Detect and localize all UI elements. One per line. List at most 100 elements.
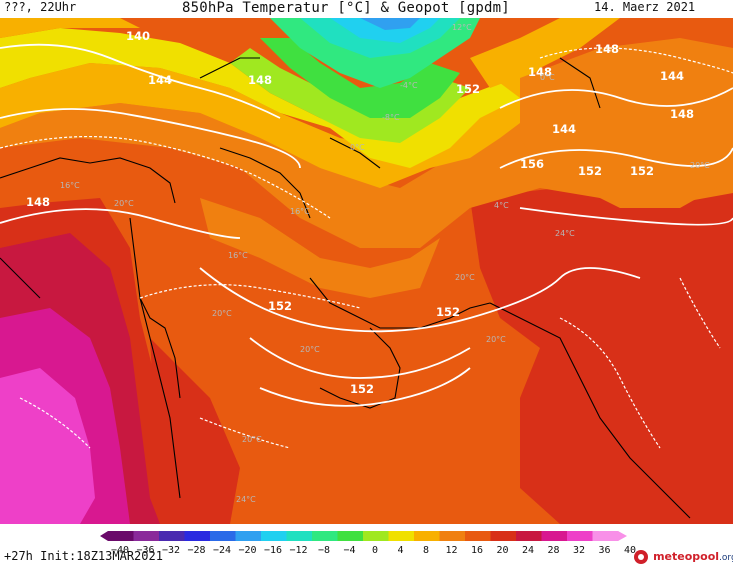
temperature-label: 16°C: [228, 251, 248, 260]
colorbar-swatch: [184, 531, 211, 541]
field-4c: [230, 48, 470, 143]
geopotential-labels: 140 144 148 148 152 144 148 152 148 148 …: [26, 29, 694, 396]
temperature-label: 20°C: [242, 435, 262, 444]
colorbar-tick-label: −28: [187, 545, 206, 556]
temperature-label: 0°C: [540, 73, 555, 82]
colorbar-tick-label: 40: [623, 545, 637, 556]
temperature-label: 20°C: [114, 199, 134, 208]
colorbar-swatch: [516, 531, 542, 541]
coastlines: [0, 57, 691, 519]
temperature-label: 20°C: [690, 161, 710, 170]
temperature-label: 16°C: [60, 181, 80, 190]
colorbar-tick-label: −4: [343, 545, 356, 556]
chart-footer: −40 −36 −32 −28 −24 −20 −16 −12 −8 −4 0 4 8 12 16 20 24 2…: [0, 524, 733, 566]
temperature-labels: -4°C 0°C -8°C 12°C 16°C 16°C 16°C 20°C 2…: [60, 23, 710, 504]
colorbar-tick-label: 16: [470, 545, 484, 556]
temperature-label: 20°C: [486, 335, 506, 344]
temperature-label: 20°C: [212, 309, 232, 318]
weather-map: 140 144 148 148 152 144 148 152 148 148 …: [0, 18, 733, 524]
meteopool-logo-icon: [634, 549, 648, 564]
colorbar-tick-label: −24: [212, 545, 232, 556]
field-12c-ne: [470, 18, 620, 88]
colorbar-tick-label: 12: [445, 545, 458, 556]
colorbar-swatch: [388, 531, 415, 541]
colorbar-swatch: [133, 531, 160, 541]
field-16c-iran: [200, 198, 440, 298]
geopot-label: 152: [268, 299, 292, 313]
isotherm-contours: [0, 47, 733, 449]
colorbar-swatch: [465, 531, 491, 541]
logo-name: meteopool: [653, 550, 720, 563]
colorbar-tick-label: −36: [136, 545, 155, 556]
chart-title: 850hPa Temperatur [°C] & Geopot [gpdm]: [182, 0, 510, 16]
geopot-label: 148: [595, 42, 619, 56]
colorbar-swatch: [541, 531, 568, 541]
colorbar-swatch: [235, 531, 262, 541]
colorbar-tick-label: 0: [371, 545, 379, 556]
field-8c: [0, 28, 520, 168]
colorbar-swatch: [108, 531, 134, 541]
geopot-label: 144: [552, 122, 576, 136]
colorbar-swatch: [592, 531, 619, 541]
colorbar-swatch: [490, 531, 517, 541]
temperature-label: 0°C: [350, 143, 365, 152]
colorbar-tick-label: −20: [238, 545, 257, 556]
chart-header: ???, 22Uhr 850hPa Temperatur [°C] & Geop…: [0, 0, 733, 18]
geopot-label: 152: [578, 164, 602, 178]
geopot-label: 148: [248, 73, 272, 87]
field-12c-nw: [0, 18, 140, 38]
temperature-label: 20°C: [300, 345, 320, 354]
colorbar-tick-label: 24: [521, 545, 535, 556]
temperature-label: -4°C: [400, 81, 418, 90]
colorbar-swatch: [414, 531, 440, 541]
temperature-label: 4°C: [494, 201, 509, 210]
colorbar-tick-label: −32: [161, 545, 181, 556]
colorbar-swatch: [439, 531, 466, 541]
geopot-label: 152: [436, 305, 460, 319]
colorbar-tick-label: −12: [289, 545, 308, 556]
run-info-label: +27h Init:18Z13MAR2021: [4, 549, 163, 563]
geopot-label: 144: [148, 73, 172, 87]
geopotential-contours: [0, 43, 733, 407]
colorbar-over-arrow: [618, 531, 627, 541]
temperature-field-map: 140 144 148 148 152 144 148 152 148 148 …: [0, 18, 733, 524]
geopot-label: 152: [630, 164, 654, 178]
temperature-label: 12°C: [452, 23, 472, 32]
colorbar-swatch: [286, 531, 313, 541]
geopot-label: 156: [520, 157, 544, 171]
field-12c: [0, 63, 580, 188]
geopot-label: 152: [456, 82, 480, 96]
colorbar-tick-label: −16: [263, 545, 283, 556]
temperature-label: 24°C: [555, 229, 575, 238]
valid-day-label: ???, 22Uhr: [4, 0, 77, 14]
field-m16c: [360, 18, 420, 30]
colorbar-swatches: [100, 531, 627, 541]
geopot-label: 140: [126, 29, 150, 43]
colorbar-swatch: [337, 531, 364, 541]
geopot-label: 148: [26, 195, 50, 209]
field-24c-arabia: [150, 338, 240, 524]
colorbar-tick-label: 32: [572, 545, 586, 556]
logo-tld: .org: [719, 553, 733, 563]
geopot-label: 144: [660, 69, 684, 83]
colorbar-tick-label: 36: [598, 545, 611, 556]
field-36c: [0, 368, 95, 524]
colorbar-tick-label: 4: [397, 545, 404, 556]
field-0c: [260, 38, 460, 118]
temperature-label: 20°C: [455, 273, 475, 282]
geopot-label: 148: [528, 65, 552, 79]
colorbar-tick-label: −40: [110, 545, 130, 556]
geopot-label: 148: [670, 107, 694, 121]
valid-date-label: 14. Maerz 2021: [594, 0, 696, 14]
field-24c-east: [470, 168, 733, 524]
colorbar-tick-label: 8: [422, 545, 430, 556]
colorbar-swatch: [261, 531, 287, 541]
temperature-label: 24°C: [236, 495, 256, 504]
colorbar-tick-label: 20: [496, 545, 509, 556]
meteopool-logo: meteopool.org: [634, 546, 733, 565]
colorbar-swatch: [567, 531, 593, 541]
geopot-label: 152: [350, 382, 374, 396]
temperature-colorbar: −40 −36 −32 −28 −24 −20 −16 −12 −8 −4 0 4 8 12 16 20 24 2…: [100, 528, 636, 556]
colorbar-tick-label: −8: [317, 545, 331, 556]
temperature-label: 16°C: [290, 207, 310, 216]
